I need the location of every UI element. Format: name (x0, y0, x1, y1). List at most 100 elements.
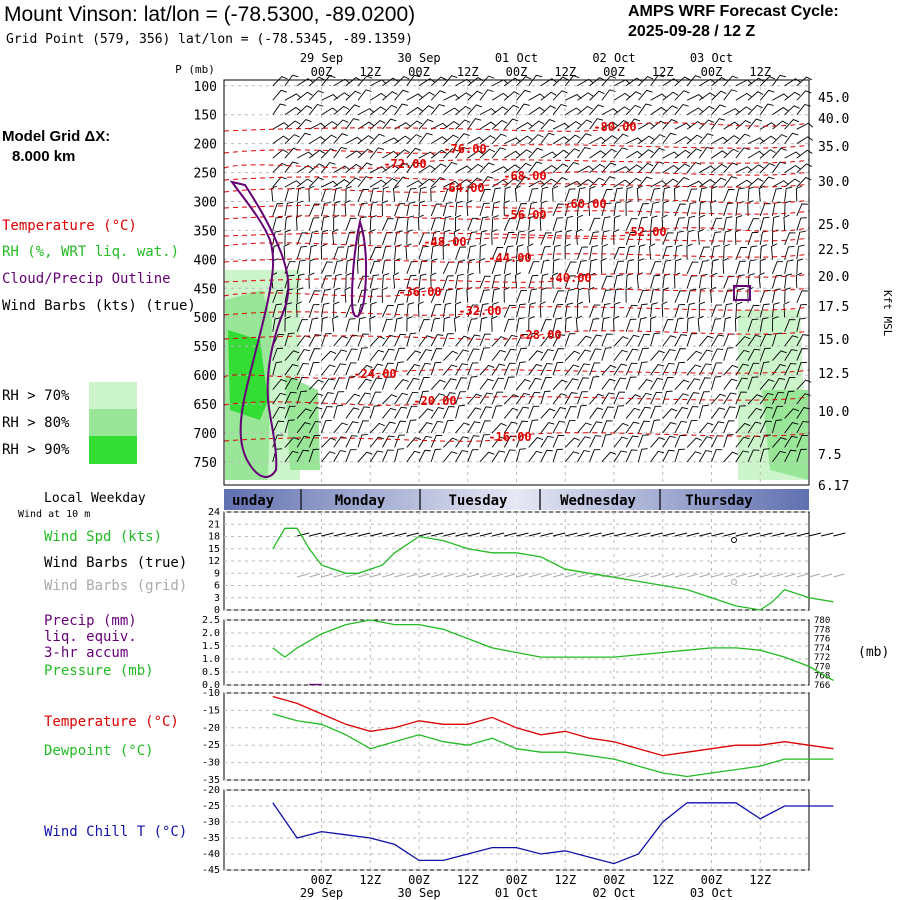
wind-barb (357, 378, 372, 390)
wind-barb (772, 274, 783, 289)
wind-barb (564, 364, 580, 376)
wind-barb (418, 118, 434, 130)
wind-barb (577, 146, 591, 159)
wind-barb (601, 188, 613, 202)
wind-barb (662, 164, 679, 173)
grid-wind-barb (711, 573, 723, 578)
wind-barb (455, 436, 469, 448)
wind-barb (418, 200, 426, 216)
wind-barb (625, 304, 638, 318)
wind-barb (686, 288, 697, 303)
wind-barb (382, 348, 395, 361)
wind-barb (589, 449, 601, 463)
wind-barb (540, 178, 557, 188)
wind-barb (382, 118, 397, 130)
wind-barb (443, 134, 459, 144)
bottom-hour-label: 12Z (749, 873, 771, 887)
pressure-right-tick: 776 (814, 635, 830, 645)
wind-barb (467, 449, 479, 463)
wind-barb (625, 137, 643, 145)
wind-barb (589, 376, 600, 390)
wind-barb (650, 332, 661, 347)
wind-barb (747, 91, 764, 101)
wind-barb (564, 288, 575, 303)
wind-barb (394, 392, 409, 405)
wind-barb (479, 451, 495, 463)
wind-barb (466, 200, 473, 216)
wind-barb (357, 451, 373, 463)
cycle-value: 2025-09-28 / 12 Z (628, 23, 756, 40)
grid-wind-barb (821, 573, 833, 578)
wind-barb (625, 334, 640, 347)
wind-barb (650, 274, 661, 289)
wind-barb (796, 149, 813, 159)
wind-barb (711, 136, 728, 145)
surface-wind-barb (601, 532, 614, 537)
wind-barb (321, 392, 334, 405)
top-date-label: 30 Sep (397, 51, 440, 65)
wind-barb (406, 106, 423, 116)
wind-barb (747, 164, 764, 173)
wind-barb (430, 361, 442, 376)
wind-barb (552, 185, 559, 202)
precip-liq-label: liq. equiv. (44, 629, 137, 645)
grid-point-subtitle: Grid Point (579, 356) lat/lon = (-78.534… (6, 32, 413, 47)
wind-barb (698, 146, 713, 159)
kft-tick-label: 40.0 (818, 112, 849, 127)
top-date-label: 02 Oct (592, 51, 635, 65)
wind-barb (747, 318, 759, 332)
wind-barb (589, 435, 602, 448)
wind-barb (417, 214, 424, 231)
wind-barb (711, 90, 727, 101)
grid-wind-barb (418, 573, 431, 578)
wind-barb (784, 151, 801, 159)
wind-barb (345, 104, 361, 116)
wind-barb (589, 272, 596, 289)
wind-barb (540, 132, 555, 144)
wind-barb (430, 317, 441, 332)
wind-barb (369, 119, 386, 130)
wind-barb (650, 288, 660, 303)
pressure-right-tick: 774 (814, 644, 830, 654)
wind-barb (686, 437, 702, 448)
wind-barb (296, 335, 311, 347)
wind-barb (674, 176, 690, 188)
wind-barb (394, 289, 406, 303)
wind-barb (466, 286, 473, 303)
panel-tick-label: 3 (214, 593, 220, 604)
panel-tick-label: 0.5 (202, 667, 220, 678)
wind-barb (382, 334, 396, 347)
kft-tick-label: 6.17 (818, 479, 849, 494)
wind-barb (478, 257, 485, 274)
wind-barb (662, 319, 674, 332)
wind-barb (516, 392, 530, 405)
wind-barb (370, 179, 387, 188)
wind-barb (772, 419, 783, 434)
wind-barb (589, 245, 599, 260)
wind-barb (394, 122, 411, 130)
wind-barb (516, 203, 527, 217)
wind-barb (394, 76, 410, 87)
wind-barb (686, 364, 702, 376)
wind-barb (564, 148, 580, 159)
wind-barb (272, 406, 286, 419)
wind-barb (418, 377, 430, 390)
wind-barb (467, 150, 484, 159)
panel-tick-label: -20 (202, 785, 220, 796)
wind-barb (698, 436, 713, 448)
wind-barb (382, 362, 394, 376)
wind-barb (479, 316, 488, 332)
wind-barb (527, 243, 534, 260)
wind-barb (540, 200, 548, 216)
wind-barb (625, 376, 637, 390)
wind-barb (735, 336, 751, 347)
bottom-date-label: 01 Oct (495, 886, 538, 900)
legend-rh: RH (%, WRT liq. wat.) (2, 244, 180, 260)
wind-barb (284, 120, 301, 130)
wind-barb (638, 392, 652, 405)
wind-barb (784, 435, 798, 448)
isotherm-line (223, 273, 810, 283)
wind-barb (467, 376, 478, 390)
wind-barb (759, 361, 770, 376)
wind-barb (661, 301, 668, 318)
